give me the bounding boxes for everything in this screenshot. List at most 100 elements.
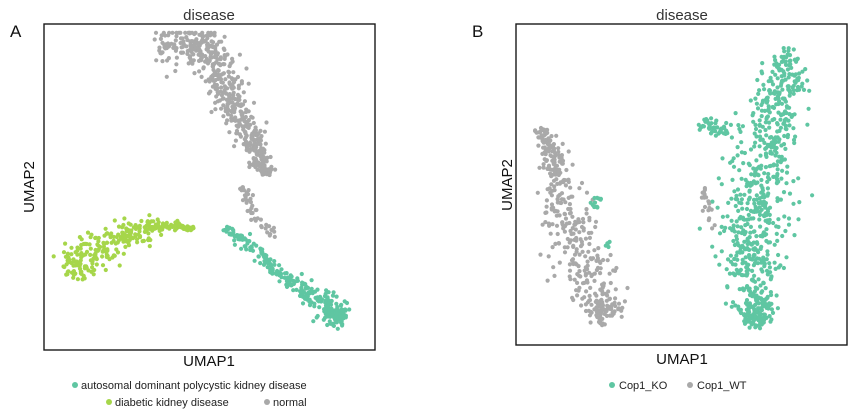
panel-a-plot-frame [43,23,376,351]
scatter-point-cop1-ko [801,87,807,92]
scatter-point-cop1-wt [607,297,612,302]
scatter-point-dkd [191,224,196,229]
scatter-point-cop1-ko [770,69,775,74]
scatter-point-cop1-wt [557,260,562,265]
scatter-point-normal [223,77,228,82]
scatter-point-cop1-ko [751,197,757,202]
scatter-point-cop1-wt [579,224,585,230]
scatter-point-cop1-ko [740,124,746,129]
scatter-point-normal [245,208,250,214]
scatter-point-cop1-ko [754,240,760,245]
scatter-point-cop1-ko [780,233,785,239]
scatter-point-dkd [96,239,101,244]
scatter-point-normal [262,164,267,169]
scatter-point-cop1-ko [747,255,752,261]
scatter-point-cop1-ko [751,247,756,252]
scatter-point-cop1-ko [748,208,754,213]
scatter-point-cop1-ko [753,96,758,101]
scatter-point-cop1-ko [764,227,769,232]
scatter-point-dkd [104,240,110,245]
scatter-point-cop1-wt [564,221,570,226]
scatter-point-cop1-ko [738,129,743,134]
scatter-point-cop1-ko [762,108,767,113]
scatter-point-cop1-wt [573,219,578,224]
scatter-point-cop1-ko [710,244,715,249]
scatter-point-normal [239,188,244,193]
scatter-point-cop1-ko [754,158,759,163]
scatter-point-normal [208,33,213,38]
scatter-point-cop1-ko [721,124,727,129]
scatter-point-cop1-ko [760,194,765,200]
scatter-point-cop1-ko [749,216,754,221]
scatter-point-normal [219,93,224,98]
scatter-point-normal [213,50,218,56]
scatter-point-cop1-wt [566,177,571,182]
scatter-point-cop1-ko [795,84,801,90]
scatter-point-dkd [88,252,93,257]
scatter-point-cop1-ko [761,202,766,207]
scatter-point-normal [273,167,278,172]
scatter-point-cop1-ko [714,118,719,123]
scatter-point-cop1-wt [565,245,570,250]
scatter-point-cop1-wt [587,293,592,298]
scatter-point-dkd [95,242,100,247]
scatter-point-cop1-ko [763,120,768,125]
scatter-point-cop1-wt [557,213,562,218]
scatter-point-normal [242,129,247,134]
scatter-point-cop1-ko [748,292,754,297]
scatter-point-adpkd [347,307,352,312]
scatter-point-adpkd [338,314,343,319]
scatter-point-cop1-wt [551,142,557,147]
scatter-point-normal [243,119,248,124]
scatter-point-cop1-ko [765,249,770,254]
scatter-point-cop1-ko [772,242,777,247]
scatter-point-normal [205,41,210,47]
scatter-point-normal [153,30,159,35]
panel-b-legend: Cop1_KO Cop1_WT [609,380,747,392]
scatter-point-cop1-ko [772,89,777,94]
scatter-point-cop1-ko [709,121,714,126]
scatter-point-cop1-ko [769,317,774,322]
scatter-point-dkd [78,271,83,276]
scatter-point-cop1-ko [729,196,734,201]
scatter-point-adpkd [325,304,330,309]
scatter-point-cop1-wt [586,249,591,254]
scatter-point-cop1-wt [592,248,597,253]
scatter-point-adpkd [334,311,339,316]
scatter-point-cop1-ko [786,48,791,54]
scatter-point-normal [237,97,242,102]
scatter-point-cop1-wt [710,226,715,231]
scatter-point-cop1-ko [764,305,770,310]
scatter-point-cop1-ko [739,225,744,230]
scatter-point-cop1-ko [707,124,712,129]
scatter-point-cop1-ko [719,182,724,187]
scatter-point-dkd [96,247,101,252]
scatter-point-cop1-ko [776,252,781,258]
scatter-point-cop1-wt [600,302,605,307]
scatter-point-cop1-ko [741,228,746,233]
scatter-point-cop1-ko [754,323,759,328]
scatter-point-cop1-ko [757,88,762,93]
scatter-point-cop1-ko [796,176,801,181]
scatter-point-dkd [69,245,74,250]
scatter-point-cop1-ko [754,234,759,239]
scatter-point-cop1-ko [748,147,754,152]
scatter-point-normal [254,141,259,146]
scatter-point-normal [254,207,259,213]
scatter-point-cop1-ko [754,134,759,139]
scatter-point-dkd [75,245,80,250]
scatter-point-cop1-ko [760,317,765,322]
scatter-point-normal [248,200,253,205]
scatter-point-cop1-ko [760,186,765,191]
scatter-point-cop1-ko [752,201,757,206]
scatter-point-normal [188,43,193,48]
scatter-point-cop1-wt [545,187,550,192]
scatter-point-cop1-ko [764,238,769,244]
scatter-point-normal [211,40,216,45]
scatter-point-adpkd [227,225,232,230]
scatter-point-cop1-ko [737,216,742,221]
scatter-point-cop1-wt [549,206,554,211]
scatter-point-normal [242,137,247,142]
scatter-point-cop1-ko [749,172,754,177]
scatter-point-cop1-wt [603,291,608,296]
